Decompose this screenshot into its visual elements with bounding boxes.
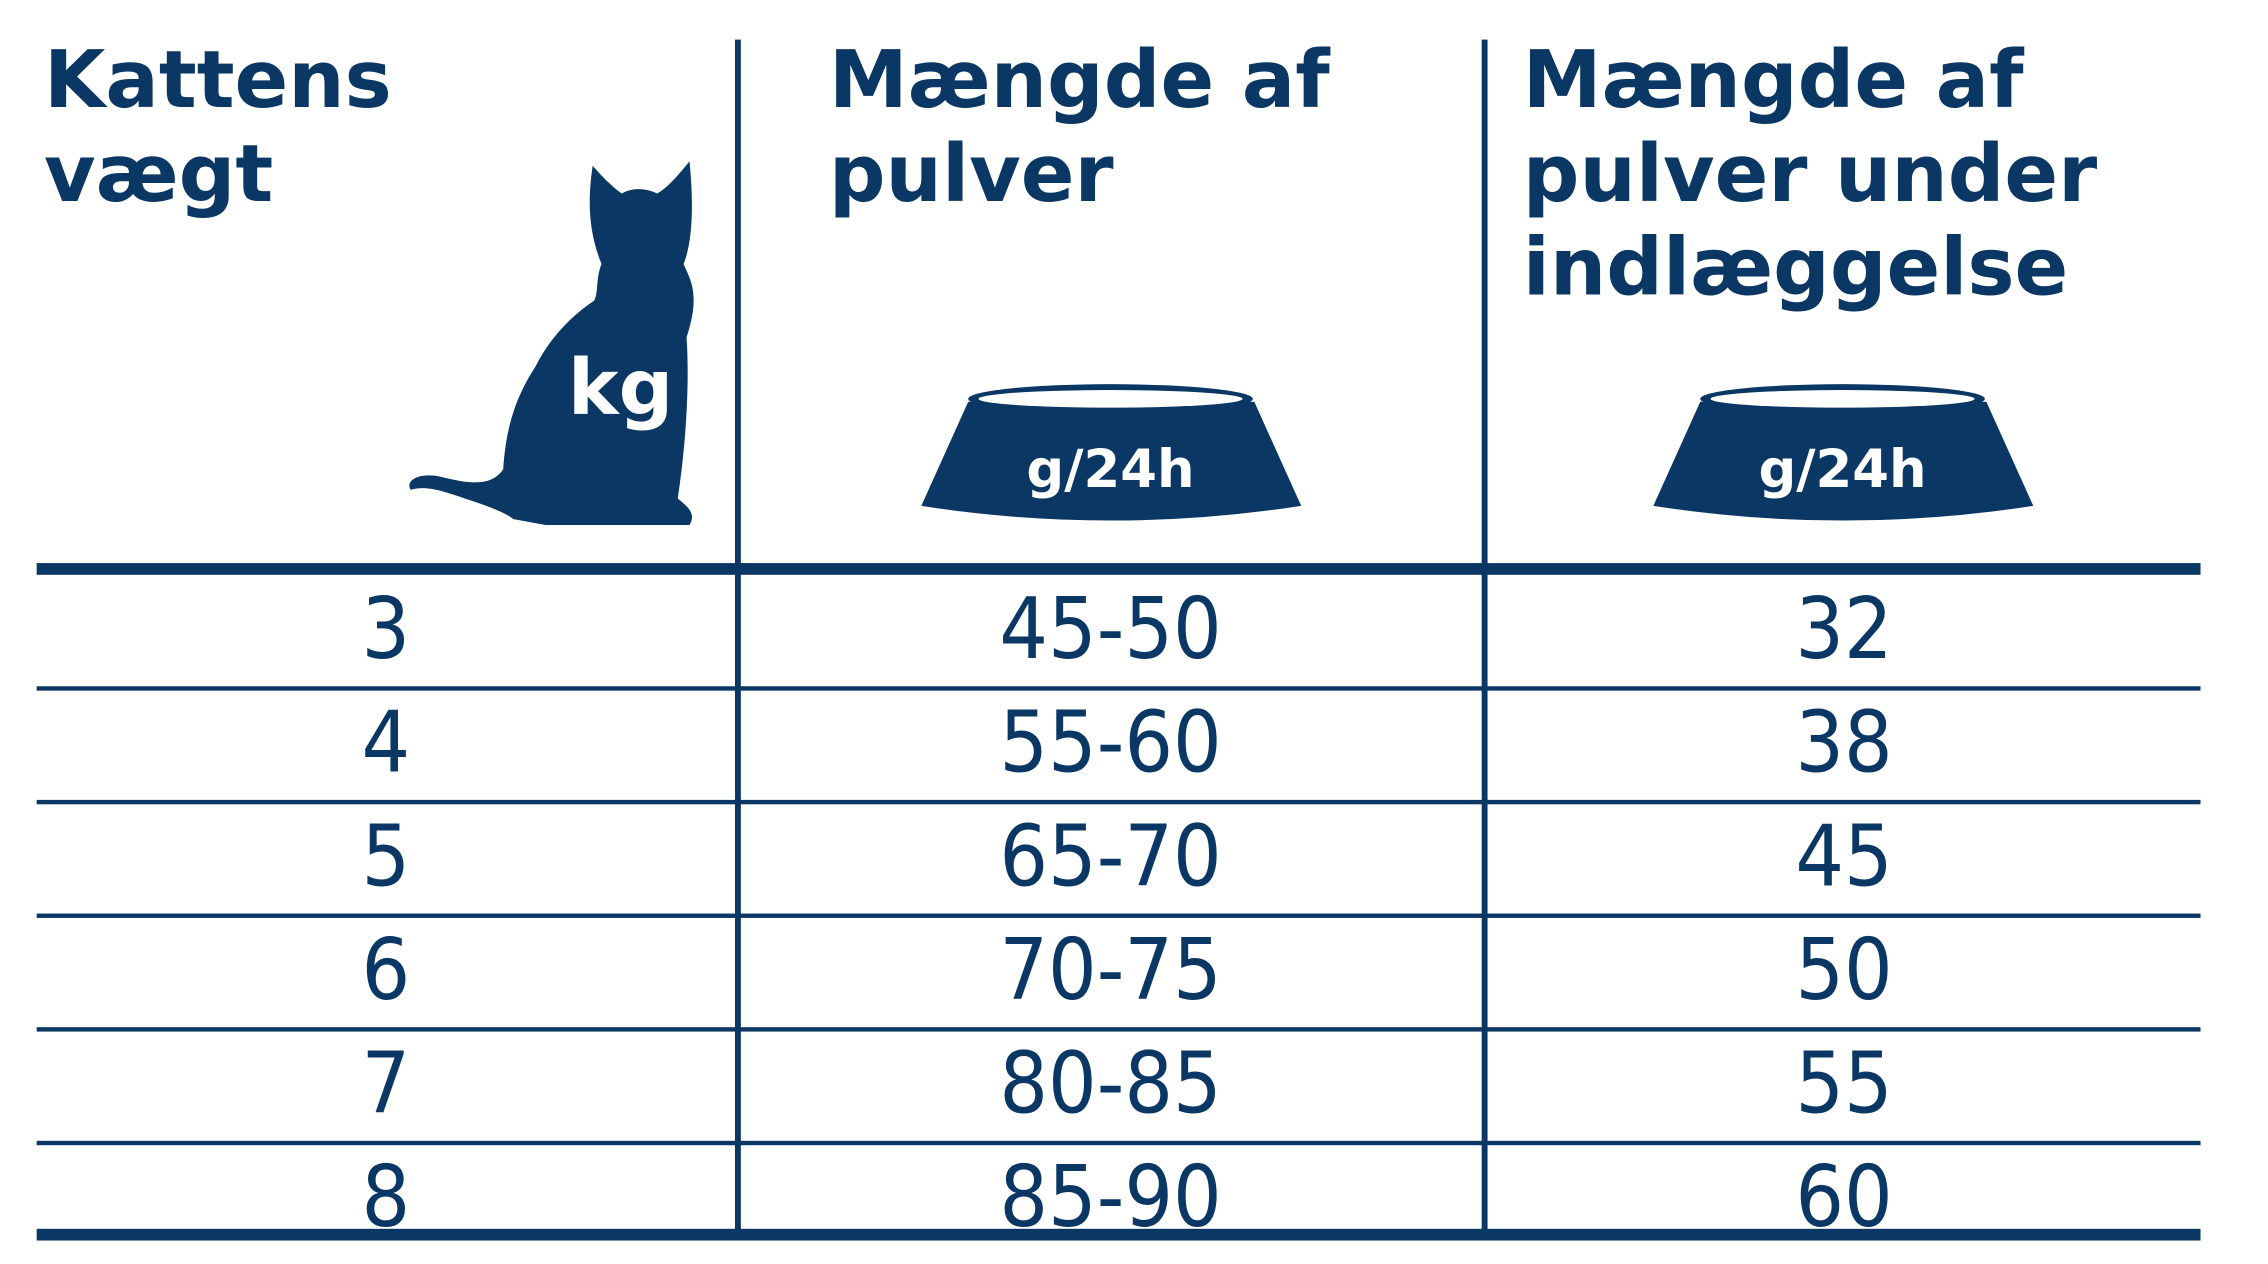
- header-text: pulver: [829, 127, 1114, 220]
- row-rule: [36, 1027, 2201, 1032]
- cell-text: 65-70: [999, 807, 1221, 906]
- header-text: indlæggelse: [1523, 221, 2069, 314]
- cell-text: 85-90: [999, 1148, 1221, 1247]
- icon-label: g/24h: [1026, 439, 1194, 500]
- header-text: Mængde af: [829, 33, 1331, 126]
- dividers: [36, 39, 2201, 1241]
- row-rule: [36, 686, 2201, 691]
- cell-text: 7: [361, 1035, 410, 1134]
- cell-text: 6: [361, 921, 410, 1020]
- row-rule: [36, 913, 2201, 918]
- cell-text: 80-85: [999, 1035, 1221, 1134]
- row-rule: [36, 1140, 2201, 1146]
- cell-text: 4: [361, 694, 410, 793]
- column-divider: [734, 39, 741, 1240]
- cell-text: 45-50: [999, 580, 1221, 679]
- column-divider: [1481, 39, 1488, 1240]
- bottom-rule: [36, 1228, 2201, 1241]
- cell-text: 50: [1795, 921, 1892, 1020]
- cell-text: 5: [361, 807, 410, 906]
- cell-text: 45: [1795, 807, 1892, 906]
- header-text: Mængde af: [1523, 33, 2025, 126]
- header-text: pulver under: [1523, 127, 2097, 220]
- bowl-icon: [921, 384, 1302, 521]
- icon-label: g/24h: [1758, 439, 1926, 500]
- header-text: Kattens: [44, 33, 392, 126]
- icon-label: kg: [568, 343, 673, 432]
- header-rule: [36, 563, 2201, 575]
- cat-icon: [409, 161, 694, 525]
- cell-text: 8: [361, 1148, 410, 1247]
- header-text: vægt: [44, 127, 273, 220]
- cell-text: 32: [1795, 580, 1892, 679]
- cell-text: 38: [1795, 694, 1892, 793]
- cell-text: 55: [1795, 1035, 1892, 1134]
- cell-text: 3: [361, 580, 410, 679]
- bowl-icon: [1653, 384, 2034, 521]
- cell-text: 60: [1795, 1148, 1892, 1247]
- row-rule: [36, 799, 2201, 805]
- cell-text: 70-75: [999, 921, 1221, 1020]
- cell-text: 55-60: [999, 694, 1221, 793]
